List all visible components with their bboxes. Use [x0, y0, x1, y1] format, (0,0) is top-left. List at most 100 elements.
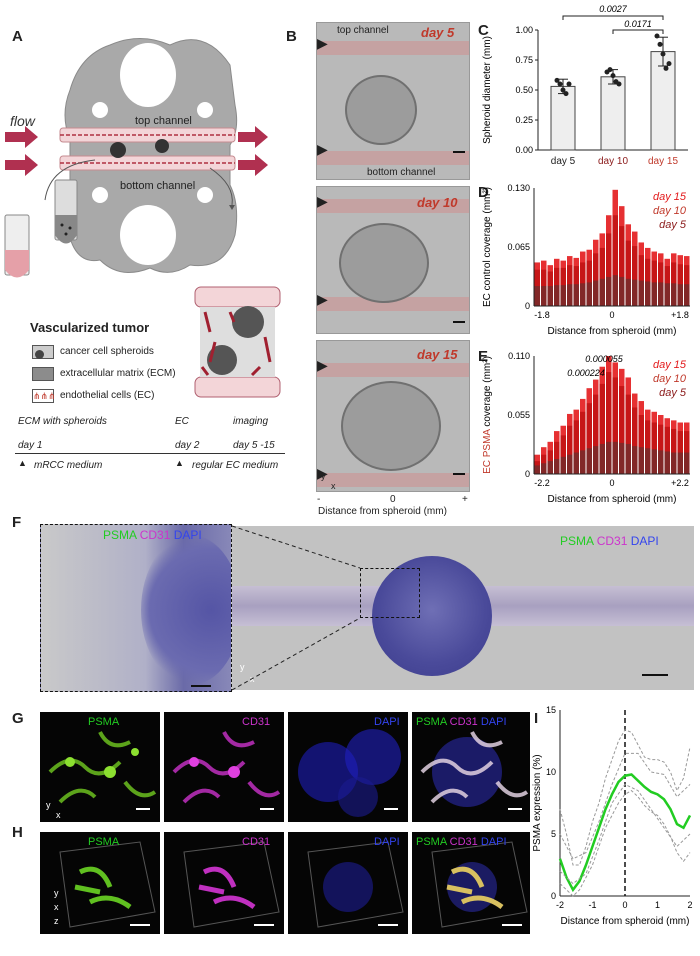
timeline-day: day 2: [175, 440, 200, 451]
bar: [664, 426, 670, 474]
bar: [658, 282, 664, 306]
zoom-region-box: [360, 568, 420, 618]
triangle-icon: ▲: [175, 458, 184, 468]
panel-label-b: B: [286, 28, 297, 45]
bar: [645, 281, 651, 306]
scale-bar: [191, 685, 211, 687]
channel-label: DAPI: [374, 716, 400, 728]
coord-y: y: [46, 800, 51, 810]
bar: [625, 394, 631, 474]
triangle-icon: ▶: [317, 193, 328, 209]
y-tick-label: 0: [551, 891, 556, 901]
x-tick-label: day 15: [648, 156, 678, 167]
bar: [671, 428, 677, 474]
bar: [684, 452, 690, 474]
y-axis-label: PSMA expression (%): [532, 754, 543, 851]
y-tick-label: 0: [525, 301, 530, 311]
bar: [560, 285, 566, 306]
bar: [554, 458, 560, 474]
legend-entry: day 5: [659, 387, 687, 399]
coord-x: x: [54, 902, 59, 912]
bar: [534, 465, 540, 474]
y-tick-label: 0.055: [507, 410, 530, 420]
data-point: [563, 91, 569, 97]
legend-item: extracellular matrix (ECM): [60, 368, 176, 379]
bar: [567, 284, 573, 306]
y-axis-label: EC PSMA coverage (mm²): [482, 356, 493, 474]
bar: [619, 442, 625, 474]
bar: [593, 394, 599, 474]
bar: [573, 420, 579, 474]
panel-label-c: C: [478, 22, 489, 39]
scale-bar: [384, 808, 398, 810]
data-point: [560, 87, 566, 93]
bar: [593, 253, 599, 306]
bar: [560, 435, 566, 474]
x-tick-label: 0: [609, 310, 614, 320]
test-tube-icon: [4, 214, 30, 278]
flow-arrow-icon: [5, 154, 38, 176]
series-line: [559, 789, 691, 897]
panel-g-cd31-image: CD31: [164, 712, 284, 822]
bar: [651, 449, 657, 474]
scale-bar: [642, 674, 668, 676]
y-tick-label: 1.00: [515, 25, 533, 35]
bar: [651, 422, 657, 474]
channel-legend: PSMA CD31 DAPI: [560, 534, 659, 548]
x-tick-label: day 10: [598, 156, 628, 167]
bar: [625, 240, 631, 306]
zoom-lines: [232, 525, 361, 691]
bar: [625, 443, 631, 474]
y-tick-label: 0.00: [515, 145, 533, 155]
chart-c: 0.00 0.25 0.50 0.75 1.00 day 5 day 10 day 15 Sph…: [482, 4, 688, 167]
bar: [658, 424, 664, 474]
x-tick-label: 0: [609, 478, 614, 488]
panel-f-main-image: PSMA CD31 DAPI y x: [232, 526, 694, 690]
bar: [547, 461, 553, 474]
x-tick-label: -2: [556, 900, 564, 910]
bar: [645, 448, 651, 474]
bar: [567, 425, 573, 474]
y-axis-label: EC control coverage (mm²): [482, 187, 493, 307]
panel-g-psma-image: PSMA y x: [40, 712, 160, 822]
p-value: 0.000055: [585, 354, 624, 364]
data-point: [610, 73, 616, 79]
legend-entry: day 15: [653, 191, 687, 203]
bar: [638, 280, 644, 306]
axis-plus: +: [462, 494, 468, 505]
legend-entry: day 10: [653, 373, 687, 385]
bar: [580, 411, 586, 474]
y-tick-label: 10: [546, 767, 556, 777]
y-tick-label: 0.75: [515, 55, 533, 65]
triangle-icon: ▶: [317, 465, 328, 481]
bottom-channel-label: bottom channel: [120, 180, 196, 192]
bar: [638, 255, 644, 306]
bar: [534, 286, 540, 306]
bar: [632, 407, 638, 474]
channel-legend: PSMA CD31 DAPI: [103, 528, 202, 542]
bar: [586, 448, 592, 474]
bar: [567, 454, 573, 474]
series-line: [559, 729, 691, 866]
day-label: day 15: [417, 347, 458, 362]
data-point: [663, 65, 669, 71]
channel-label: PSMA: [88, 716, 120, 728]
x-tick-label: -1.8: [534, 310, 550, 320]
channel-label: CD31: [242, 836, 271, 848]
bar: [606, 276, 612, 306]
bar: [580, 283, 586, 306]
panel-label-g: G: [12, 710, 24, 727]
bar: [664, 283, 670, 306]
x-tick-label: 0: [622, 900, 627, 910]
x-axis-label: Distance from spheroid (mm): [548, 326, 677, 337]
bar: [573, 284, 579, 306]
legend-item: cancer cell spheroids: [60, 346, 154, 357]
legend-entry: day 15: [653, 359, 687, 371]
panel-h-merge-image: PSMA CD31 DAPI: [412, 832, 530, 934]
coord-y: y: [321, 471, 326, 481]
micrograph-day10: ▶ ▶ day 10: [316, 186, 470, 334]
x-tick-label: 1: [655, 900, 660, 910]
bar: [554, 441, 560, 474]
bar: [560, 456, 566, 474]
bar: [619, 386, 625, 474]
